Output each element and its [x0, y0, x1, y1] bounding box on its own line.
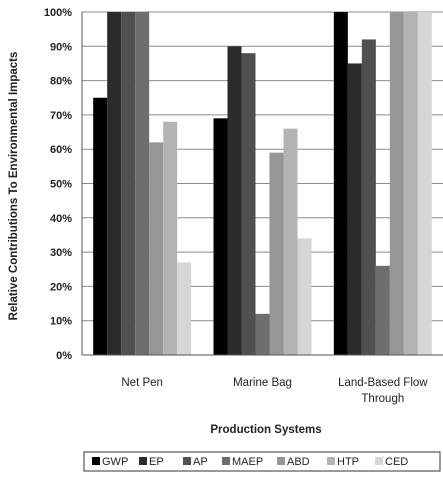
legend: GWP EP AP MAEP ABD HTP CED	[83, 451, 441, 472]
bar-gwp	[333, 12, 348, 355]
legend-label-ced: CED	[385, 456, 408, 468]
x-category-label: Net Pen	[121, 377, 163, 389]
legend-label-gwp: GWP	[102, 456, 128, 468]
bar-htp	[283, 128, 298, 355]
y-tick-label: 20%	[50, 281, 72, 293]
bar-ced	[297, 238, 312, 355]
bars	[93, 12, 432, 356]
x-category-labels: Net Pen Marine Bag Land-Based Flow Through	[121, 377, 428, 405]
bar-gwp	[93, 97, 108, 355]
y-tick-label: 0%	[56, 350, 72, 362]
bar-ced	[177, 262, 192, 355]
y-tick-label: 80%	[50, 76, 72, 88]
bar-abd	[269, 152, 284, 355]
bar-htp	[163, 121, 178, 355]
y-tick-label: 60%	[50, 144, 72, 156]
bar-gwp	[213, 118, 228, 355]
x-category-label: Land-Based Flow Through	[338, 377, 428, 405]
bar-htp	[403, 12, 418, 355]
y-tick-label: 30%	[50, 247, 72, 259]
y-tick-label: 10%	[50, 316, 72, 328]
legend-swatch-gwp	[92, 457, 100, 465]
legend-swatch-maep	[222, 457, 230, 465]
y-tick-label: 100%	[44, 7, 72, 19]
bar-maep	[375, 265, 390, 355]
x-category-label: Marine Bag	[233, 377, 292, 389]
legend-label-maep: MAEP	[232, 456, 263, 468]
y-axis-title: Relative Contributions To Environmental …	[8, 52, 20, 321]
legend-swatch-ap	[183, 457, 191, 465]
bar-ep	[107, 12, 122, 355]
bar-ap	[241, 53, 256, 355]
legend-swatch-abd	[277, 457, 285, 465]
y-tick-label: 50%	[50, 179, 72, 191]
legend-label-abd: ABD	[287, 456, 310, 468]
y-tick-label: 90%	[50, 41, 72, 53]
legend-box	[83, 451, 441, 472]
bar-maep	[255, 313, 270, 355]
bar-ap	[361, 39, 376, 355]
y-tick-label: 40%	[50, 213, 72, 225]
bar-abd	[389, 12, 404, 355]
bar-maep	[135, 12, 150, 355]
legend-swatch-htp	[327, 457, 335, 465]
x-axis-title: Production Systems	[210, 424, 321, 436]
legend-label-htp: HTP	[337, 456, 359, 468]
legend-label-ep: EP	[149, 456, 164, 468]
bar-ep	[227, 46, 242, 356]
bar-ep	[347, 63, 362, 355]
y-tick-label: 70%	[50, 110, 72, 122]
axes	[81, 12, 443, 356]
bar-ced	[417, 12, 432, 355]
legend-label-ap: AP	[193, 456, 208, 468]
legend-swatch-ced	[375, 457, 383, 465]
y-tick-labels: 0% 10% 20% 30% 40% 50% 60% 70% 80% 90% 100%	[44, 7, 72, 362]
bar-abd	[149, 142, 164, 355]
legend-swatch-ep	[139, 457, 147, 465]
bar-ap	[121, 12, 136, 355]
